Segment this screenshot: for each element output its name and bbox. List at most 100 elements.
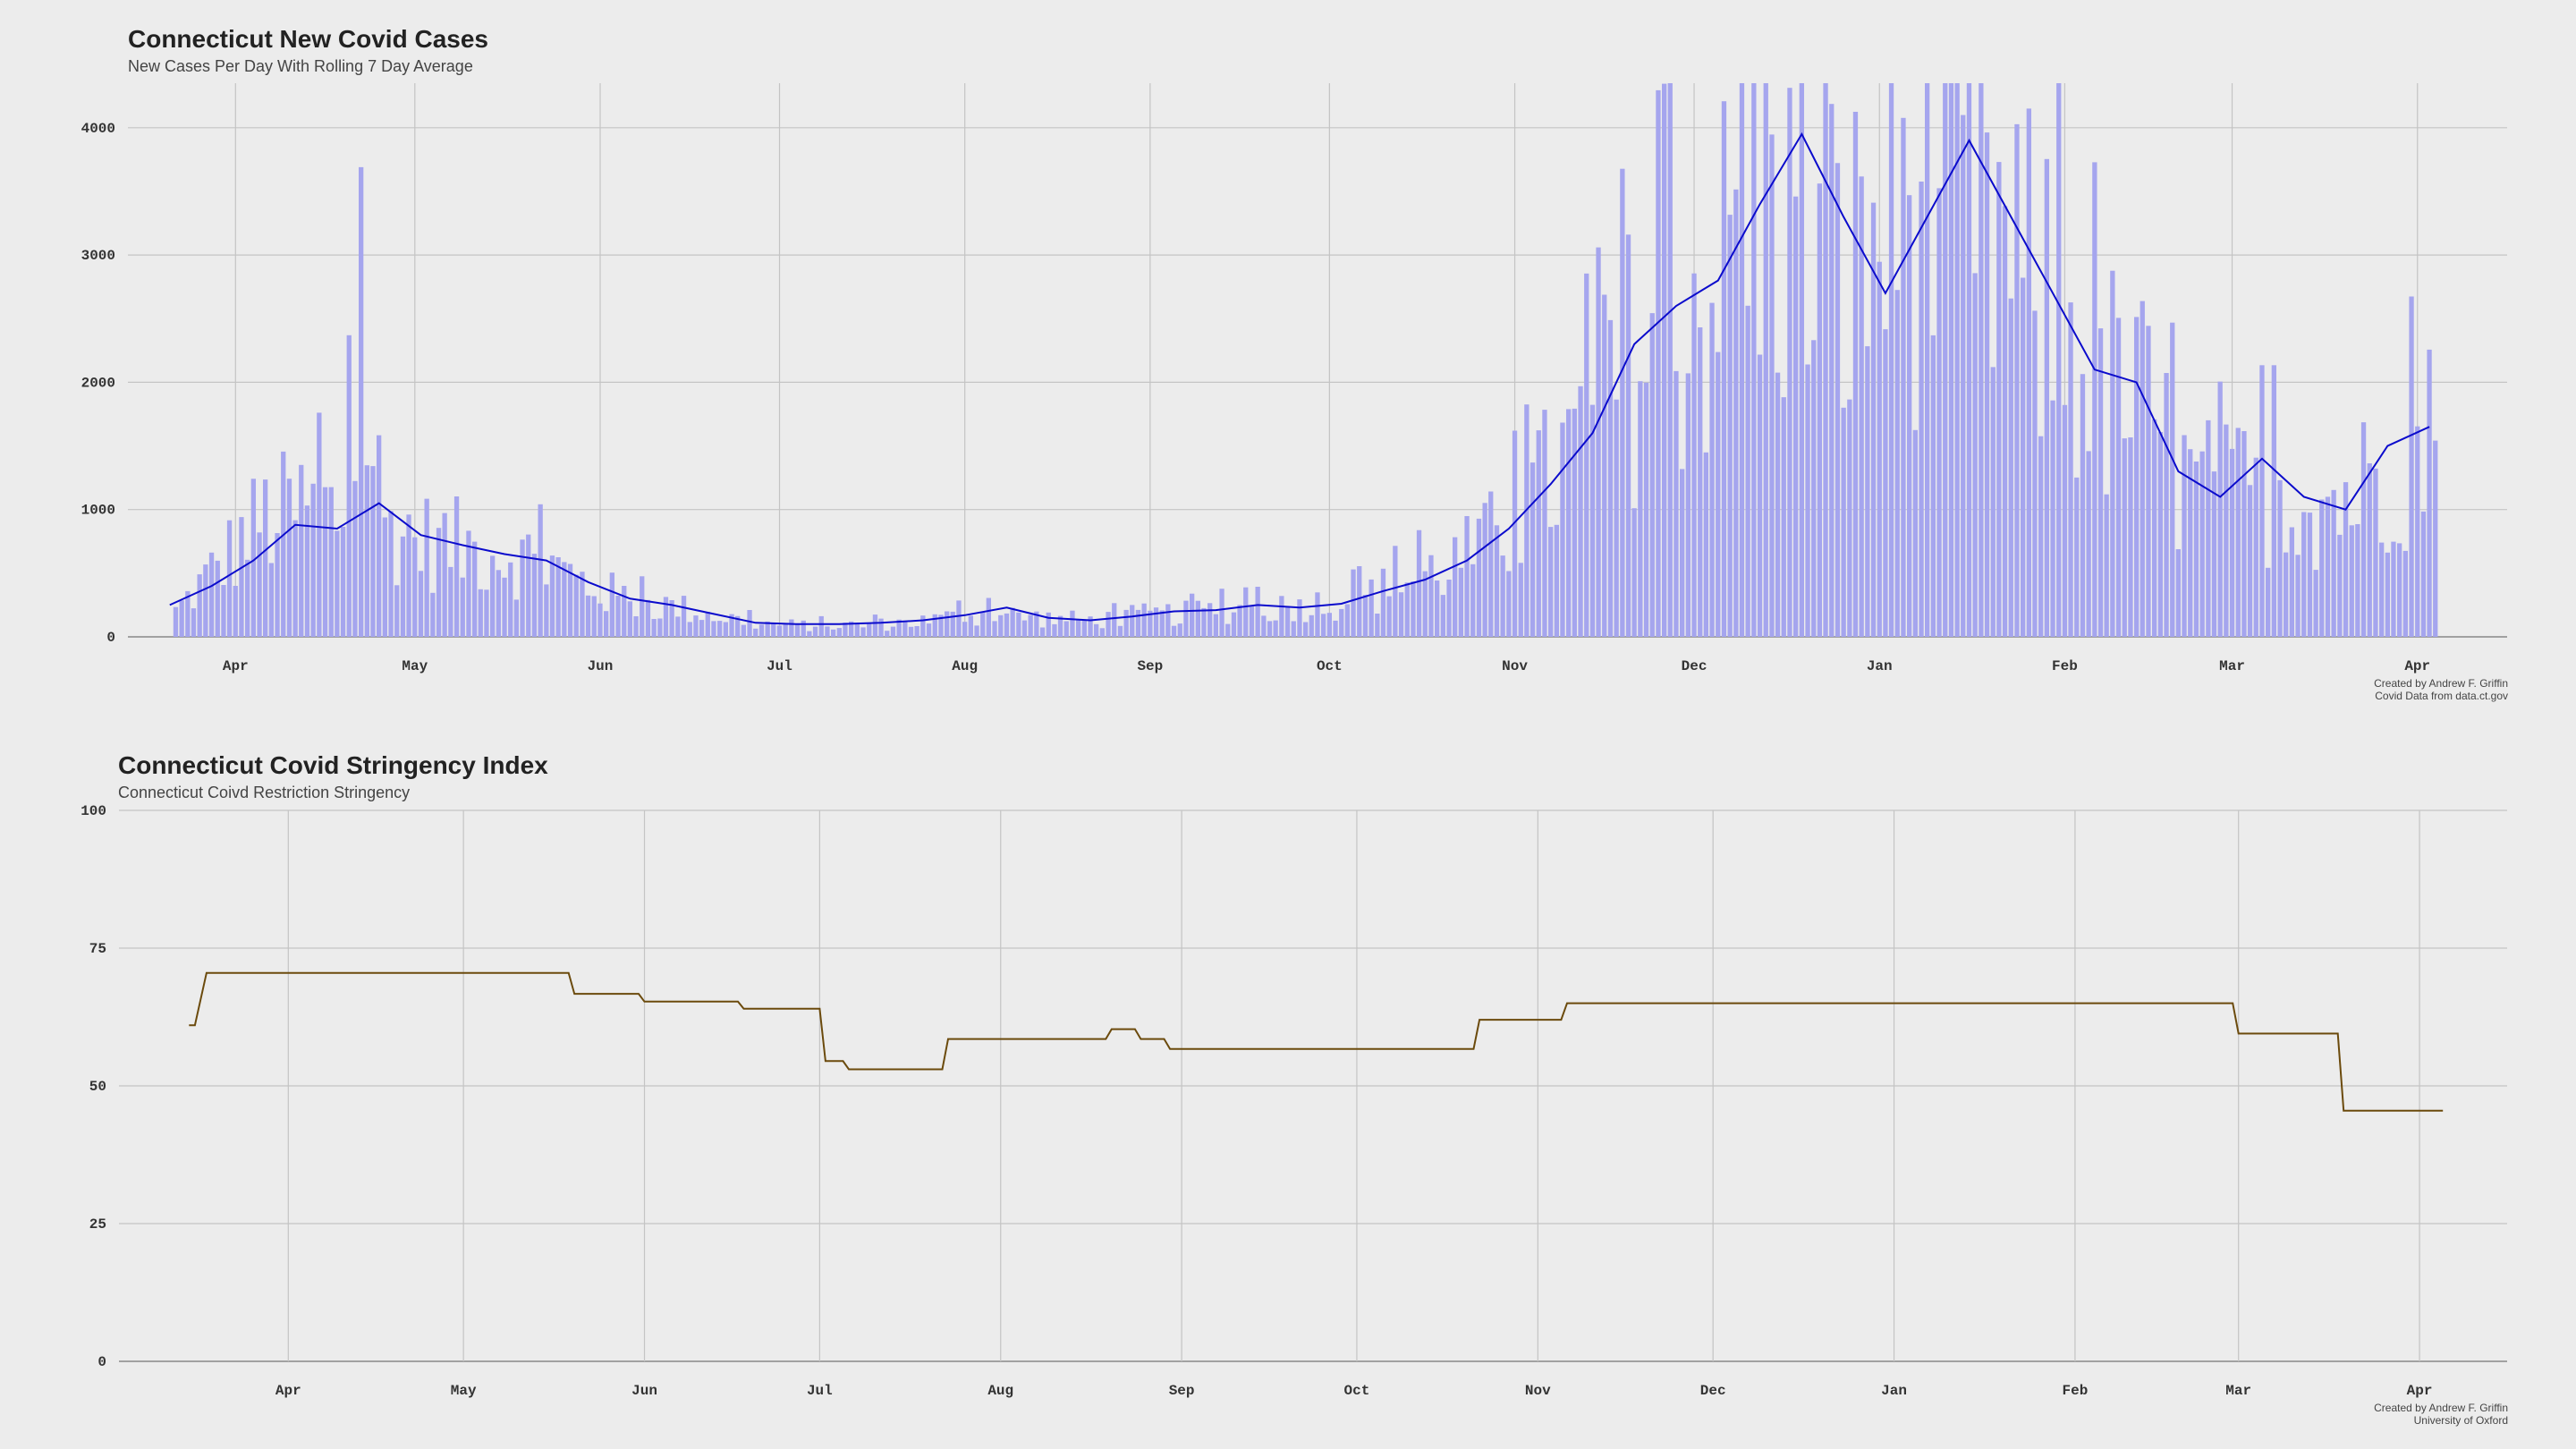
case-bar	[544, 584, 549, 637]
case-bar	[2146, 326, 2151, 637]
x-tick-label: Nov	[1525, 1383, 1551, 1399]
case-bar	[424, 498, 429, 637]
case-bar	[1034, 611, 1039, 637]
cases-chart-subtitle: New Cases Per Day With Rolling 7 Day Ave…	[128, 57, 473, 75]
y-tick-label: 25	[89, 1216, 106, 1233]
case-bar	[2217, 381, 2223, 637]
case-bar	[1213, 614, 1218, 637]
case-bar	[412, 537, 418, 637]
case-bar	[179, 600, 184, 637]
case-bar	[1888, 83, 1894, 637]
case-bar	[562, 562, 567, 637]
case-bar	[2373, 468, 2378, 637]
case-bar	[573, 574, 579, 637]
case-bar	[711, 621, 716, 637]
case-bar	[2056, 83, 2062, 637]
case-bar	[1112, 603, 1117, 637]
case-bar	[1751, 83, 1757, 637]
cases-chart-svg: 0 1000 2000 3000 4000 Apr May Jun Jul Aug Sep Oct No…	[81, 83, 2507, 674]
y-tick-label: 75	[89, 941, 106, 957]
case-bar	[1554, 524, 1559, 637]
case-bar	[2277, 479, 2283, 637]
case-bar	[2284, 552, 2289, 637]
case-bar	[591, 596, 597, 637]
case-bar	[1117, 625, 1123, 637]
case-bar	[382, 517, 387, 637]
case-bar	[226, 520, 233, 637]
case-bar	[1141, 603, 1147, 637]
case-bar	[2038, 436, 2044, 637]
case-bar	[1966, 83, 1972, 637]
case-bar	[1297, 599, 1302, 637]
case-bar	[2062, 404, 2068, 637]
case-bar	[1165, 604, 1171, 637]
case-bar	[604, 611, 609, 637]
case-bar	[2008, 298, 2013, 637]
case-bar	[317, 412, 322, 637]
case-bar	[854, 623, 860, 637]
case-bar	[783, 623, 788, 637]
case-bar	[980, 612, 986, 637]
case-bar	[2182, 435, 2187, 637]
case-bar	[812, 626, 818, 637]
case-bar	[2157, 432, 2163, 637]
x-tick-label: Apr	[223, 658, 249, 674]
case-bar	[1039, 627, 1046, 637]
case-bar	[1936, 188, 1942, 637]
case-bar	[867, 623, 872, 637]
case-bar	[2050, 400, 2055, 637]
case-bar	[1411, 581, 1416, 637]
case-bar	[1674, 370, 1679, 637]
case-bar	[1805, 364, 1810, 637]
case-bar	[807, 631, 812, 637]
case-bar	[1284, 606, 1291, 637]
case-bar	[1321, 614, 1326, 637]
case-bar	[1190, 593, 1195, 637]
case-bar	[513, 599, 519, 637]
case-bar	[1231, 612, 1237, 637]
stringency-chart-subtitle: Connecticut Coivd Restriction Stringency	[118, 784, 411, 801]
case-bar	[968, 615, 973, 637]
case-bar	[729, 614, 734, 637]
cases-chart-caption: Created by Andrew F. Griffin Covid Data …	[2374, 677, 2508, 702]
case-bar	[2331, 489, 2336, 637]
stringency-chart-svg: 0 25 50 75 100 Apr May Jun Jul Aug Sep Oct Nov Dec Jan…	[80, 803, 2507, 1399]
case-bar	[753, 628, 758, 637]
case-bar	[1435, 580, 1440, 637]
case-bar	[359, 166, 364, 637]
case-bar	[2355, 524, 2360, 637]
case-bar	[2229, 448, 2235, 637]
case-bar	[453, 496, 460, 637]
case-bar	[818, 615, 824, 637]
case-bar	[2235, 428, 2241, 637]
case-bar	[466, 530, 471, 637]
case-bar	[1237, 605, 1242, 637]
case-bar	[1620, 168, 1625, 637]
case-bar	[2247, 485, 2253, 637]
case-bar	[1835, 163, 1841, 638]
case-bar	[1799, 83, 1804, 637]
y-tick-label: 4000	[81, 121, 115, 137]
case-bar	[448, 566, 453, 637]
case-bar	[1877, 261, 1882, 637]
case-bar	[633, 616, 639, 637]
case-bar	[268, 563, 274, 637]
case-bar	[908, 626, 914, 637]
case-bar	[208, 552, 215, 637]
case-bar	[1255, 587, 1260, 637]
case-bar	[1542, 410, 1547, 637]
case-bar	[1865, 346, 1870, 637]
case-bar	[245, 559, 250, 637]
case-bar	[2259, 365, 2265, 637]
case-bar	[956, 600, 962, 637]
case-bar	[346, 335, 352, 637]
case-bar	[1727, 215, 1733, 637]
case-bar	[687, 622, 692, 637]
stringency-line	[189, 971, 2444, 1112]
case-bar	[1339, 608, 1344, 637]
case-bar	[191, 608, 197, 637]
case-bar	[843, 623, 848, 637]
case-bar	[1930, 335, 1936, 637]
y-tick-label: 0	[97, 1354, 106, 1370]
case-bar	[1817, 183, 1822, 637]
